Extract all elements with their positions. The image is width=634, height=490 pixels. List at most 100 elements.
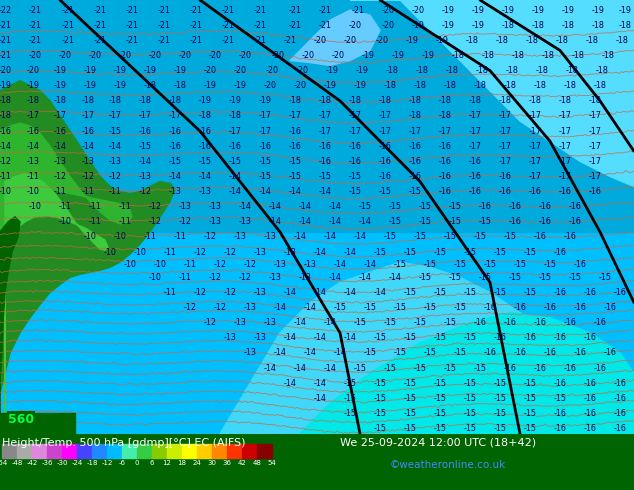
- Text: -17: -17: [318, 112, 332, 121]
- Text: -10: -10: [29, 202, 41, 211]
- Text: -18: -18: [588, 97, 602, 105]
- Text: -14: -14: [238, 202, 252, 211]
- Text: -18: -18: [555, 36, 569, 45]
- Text: -20: -20: [313, 36, 327, 45]
- Text: -11: -11: [174, 232, 186, 242]
- Text: -18: -18: [526, 36, 538, 45]
- Text: -11: -11: [119, 218, 131, 226]
- Text: -14: -14: [299, 218, 311, 226]
- Text: -10: -10: [0, 187, 11, 196]
- Text: -18: -18: [446, 66, 458, 75]
- Text: -19: -19: [0, 81, 11, 90]
- Text: -13: -13: [169, 187, 181, 196]
- Text: -15: -15: [569, 273, 581, 282]
- Polygon shape: [0, 123, 132, 434]
- Text: -16: -16: [53, 126, 67, 136]
- Text: -15: -15: [448, 202, 462, 211]
- Text: -16: -16: [593, 364, 607, 372]
- Text: -20: -20: [29, 51, 41, 60]
- Text: -16: -16: [553, 333, 566, 343]
- Text: -16: -16: [574, 303, 586, 312]
- Bar: [137, 444, 152, 458]
- Text: -14: -14: [108, 142, 122, 151]
- Text: -12: -12: [204, 318, 216, 327]
- Text: -18: -18: [86, 460, 98, 466]
- Text: -13: -13: [243, 348, 256, 358]
- Text: -16: -16: [508, 218, 521, 226]
- Text: -15: -15: [543, 260, 557, 269]
- Text: -11: -11: [164, 247, 176, 257]
- Text: -20: -20: [204, 66, 216, 75]
- Polygon shape: [0, 81, 175, 434]
- Text: -16: -16: [378, 142, 391, 151]
- Text: -17: -17: [529, 142, 541, 151]
- Text: -15: -15: [358, 202, 372, 211]
- Text: -16: -16: [614, 288, 626, 297]
- Text: -16: -16: [564, 232, 576, 242]
- Text: -16: -16: [408, 157, 422, 166]
- Text: -15: -15: [344, 379, 356, 388]
- Text: -15: -15: [484, 260, 496, 269]
- Text: -10: -10: [148, 273, 162, 282]
- Text: -14: -14: [264, 364, 276, 372]
- Text: -15: -15: [493, 247, 507, 257]
- Text: -19: -19: [422, 51, 434, 60]
- Bar: [92, 444, 107, 458]
- Text: -14: -14: [333, 348, 346, 358]
- Text: -15: -15: [434, 409, 446, 418]
- Text: -18: -18: [174, 81, 186, 90]
- Text: -15: -15: [474, 232, 486, 242]
- Text: -15: -15: [198, 157, 212, 166]
- Text: -16: -16: [614, 379, 626, 388]
- Text: -15: -15: [288, 172, 302, 181]
- Text: -14: -14: [328, 202, 342, 211]
- Bar: [62, 444, 77, 458]
- Text: -15: -15: [418, 202, 432, 211]
- Text: -12: -12: [179, 218, 191, 226]
- Text: -13: -13: [273, 260, 287, 269]
- Text: -18: -18: [349, 97, 361, 105]
- Text: -17: -17: [469, 112, 481, 121]
- Text: -14: -14: [363, 260, 377, 269]
- Polygon shape: [290, 10, 380, 66]
- Text: -16: -16: [503, 364, 517, 372]
- Text: -20: -20: [58, 51, 72, 60]
- Text: -11: -11: [184, 260, 197, 269]
- Text: -16: -16: [514, 348, 526, 358]
- Text: 560: 560: [8, 413, 34, 426]
- Text: -14: -14: [344, 333, 356, 343]
- Text: -16: -16: [529, 187, 541, 196]
- Text: -19: -19: [53, 81, 67, 90]
- Text: -17: -17: [108, 112, 122, 121]
- Text: -15: -15: [373, 394, 387, 403]
- Text: -18: -18: [385, 66, 398, 75]
- Bar: [2, 444, 17, 458]
- Text: -21: -21: [29, 21, 41, 30]
- Text: -13: -13: [264, 232, 276, 242]
- Text: -16: -16: [553, 379, 566, 388]
- Text: -14: -14: [318, 187, 332, 196]
- Text: -16: -16: [538, 202, 552, 211]
- Text: 36: 36: [223, 460, 231, 466]
- Text: -18: -18: [318, 97, 332, 105]
- Text: -14: -14: [53, 142, 67, 151]
- Text: -15: -15: [403, 247, 417, 257]
- Text: -21: -21: [29, 5, 41, 15]
- Text: -16: -16: [553, 409, 566, 418]
- Text: -11: -11: [0, 172, 11, 181]
- Text: -15: -15: [373, 379, 387, 388]
- Text: -15: -15: [508, 273, 522, 282]
- Text: -13: -13: [233, 318, 247, 327]
- Text: -11: -11: [89, 202, 101, 211]
- Text: -21: -21: [29, 36, 41, 45]
- Text: -16: -16: [378, 172, 391, 181]
- Bar: [152, 444, 167, 458]
- Text: -20: -20: [349, 21, 361, 30]
- Text: -42: -42: [27, 460, 37, 466]
- Text: -18: -18: [53, 97, 67, 105]
- Text: -18: -18: [593, 81, 607, 90]
- Text: -18: -18: [465, 36, 479, 45]
- Text: -17: -17: [82, 112, 94, 121]
- Text: -18: -18: [476, 66, 488, 75]
- Text: -15: -15: [378, 187, 392, 196]
